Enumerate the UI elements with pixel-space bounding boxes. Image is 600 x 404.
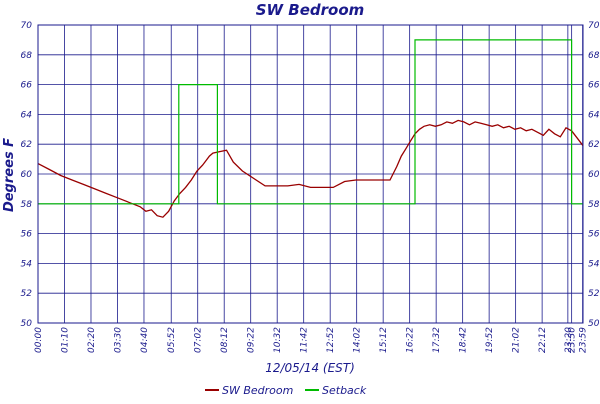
x-tick-label-11: 12:52 <box>326 327 336 353</box>
x-axis-label: 12/05/14 (EST) <box>265 361 355 375</box>
chart-title: SW Bedroom <box>256 1 365 19</box>
x-tick-label-19: 22:12 <box>538 327 548 353</box>
x-tick-label-5: 05:52 <box>167 327 177 353</box>
x-tick-label-13: 15:12 <box>379 327 389 353</box>
y-tick-label-right-4: 58 <box>588 200 600 210</box>
x-tick-label-8: 09:22 <box>247 327 257 353</box>
x-tick-label-0: 00:00 <box>34 327 44 353</box>
y-tick-label-left-5: 60 <box>21 170 33 180</box>
x-tick-label-10: 11:42 <box>300 327 310 353</box>
y-tick-label-right-7: 64 <box>588 110 600 120</box>
y-tick-label-right-8: 66 <box>588 81 600 91</box>
x-tick-label-18: 21:02 <box>512 327 522 353</box>
y-tick-label-left-6: 62 <box>21 140 33 150</box>
y-ticks-right: 50 52 54 56 58 60 62 64 66 68 70 <box>588 21 600 329</box>
legend: SW Bedroom Setback <box>205 384 367 397</box>
x-tick-label-2: 02:20 <box>87 327 97 353</box>
legend-label-0: SW Bedroom <box>222 384 293 397</box>
x-tick-label-16: 18:42 <box>459 327 469 353</box>
series-line-setback <box>38 39 583 205</box>
x-tick-label-20: 23:20 <box>564 327 574 353</box>
x-tick-label-9: 10:32 <box>273 327 283 353</box>
y-tick-label-right-0: 50 <box>588 319 600 329</box>
x-tick-label-12: 14:02 <box>353 327 363 353</box>
x-tick-label-6: 07:02 <box>194 327 204 353</box>
x-tick-label-7: 08:12 <box>220 327 230 353</box>
x-tick-label-17: 19:52 <box>485 327 495 353</box>
plot-frame <box>37 24 584 324</box>
legend-label-1: Setback <box>322 384 367 397</box>
y-tick-label-right-5: 60 <box>588 170 600 180</box>
y-tick-label-left-10: 70 <box>21 21 33 31</box>
x-tick-label-3: 03:30 <box>113 327 123 353</box>
y-tick-label-left-0: 50 <box>21 319 33 329</box>
x-tick-label-1: 01:10 <box>60 327 70 353</box>
y-tick-label-right-1: 52 <box>588 289 600 299</box>
y-axis-label: Degrees F <box>2 138 17 212</box>
y-tick-label-left-3: 56 <box>21 230 33 240</box>
y-tick-label-right-9: 68 <box>588 51 600 61</box>
y-ticks-left: 50 52 54 56 58 60 62 64 66 68 70 <box>21 21 33 329</box>
x-tick-label-22: 23:59 <box>579 327 589 353</box>
series-line-sw-bedroom <box>37 119 584 218</box>
series-layer <box>37 39 584 218</box>
y-tick-label-right-3: 56 <box>588 230 600 240</box>
x-tick-label-14: 16:22 <box>406 327 416 353</box>
y-tick-label-right-2: 54 <box>588 259 600 269</box>
grid <box>37 24 584 324</box>
y-tick-label-left-9: 68 <box>21 51 33 61</box>
x-tick-label-4: 04:40 <box>140 327 150 353</box>
x-tick-label-21: 23:30 <box>568 327 578 353</box>
x-ticks: 00:00 01:10 02:20 03:30 04:40 05:52 07:02 08:12… <box>34 327 589 353</box>
y-tick-label-left-8: 66 <box>21 81 33 91</box>
y-tick-label-left-2: 54 <box>21 259 33 269</box>
y-tick-label-left-1: 52 <box>21 289 33 299</box>
y-tick-label-right-10: 70 <box>588 21 600 31</box>
y-tick-label-left-7: 64 <box>21 110 33 120</box>
x-tick-label-15: 17:32 <box>432 327 442 353</box>
y-tick-label-left-4: 58 <box>21 200 33 210</box>
y-tick-label-right-6: 62 <box>588 140 600 150</box>
